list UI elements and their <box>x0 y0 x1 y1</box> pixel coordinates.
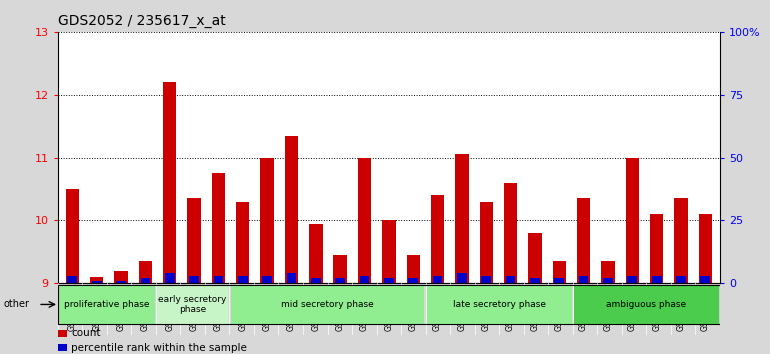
Bar <box>165 273 175 283</box>
Bar <box>625 158 639 283</box>
Bar <box>58 330 68 337</box>
Bar <box>480 201 493 283</box>
Bar <box>59 285 155 324</box>
Bar <box>360 276 370 283</box>
Bar <box>213 276 223 283</box>
Bar <box>675 198 688 283</box>
Bar <box>384 278 393 283</box>
Bar <box>574 285 718 324</box>
Text: percentile rank within the sample: percentile rank within the sample <box>71 343 247 353</box>
Bar <box>311 278 320 283</box>
Bar <box>212 173 225 283</box>
Bar <box>676 276 686 283</box>
Text: count: count <box>71 329 101 338</box>
Bar <box>457 273 467 283</box>
Bar <box>309 223 323 283</box>
Bar <box>157 285 228 324</box>
Bar <box>530 278 540 283</box>
Bar <box>231 285 424 324</box>
Bar <box>285 136 298 283</box>
Bar <box>628 276 637 283</box>
Bar <box>577 198 591 283</box>
Bar <box>433 276 443 283</box>
Bar <box>65 189 79 283</box>
Bar <box>238 276 248 283</box>
Bar <box>333 255 347 283</box>
Bar <box>68 276 77 283</box>
Bar <box>407 255 420 283</box>
Bar <box>90 277 103 283</box>
Bar <box>115 271 128 283</box>
Bar <box>140 278 150 283</box>
Text: late secretory phase: late secretory phase <box>453 300 546 309</box>
Bar <box>408 278 418 283</box>
Bar <box>554 278 564 283</box>
Bar <box>335 278 345 283</box>
Bar <box>163 82 176 283</box>
Bar <box>92 281 102 283</box>
Bar <box>698 214 712 283</box>
Bar <box>139 261 152 283</box>
Bar <box>528 233 541 283</box>
Bar <box>553 261 566 283</box>
Bar <box>236 201 249 283</box>
Text: early secretory
phase: early secretory phase <box>159 295 227 314</box>
Bar <box>504 183 517 283</box>
Bar <box>260 158 274 283</box>
Bar <box>116 281 126 283</box>
Text: proliferative phase: proliferative phase <box>64 300 149 309</box>
Bar <box>455 154 469 283</box>
Text: mid secretory phase: mid secretory phase <box>281 300 374 309</box>
Bar <box>189 276 199 283</box>
Bar <box>506 276 515 283</box>
Text: ambiguous phase: ambiguous phase <box>606 300 686 309</box>
Bar <box>286 273 296 283</box>
Bar <box>603 278 613 283</box>
Bar <box>58 344 68 351</box>
Bar <box>382 220 396 283</box>
Text: GDS2052 / 235617_x_at: GDS2052 / 235617_x_at <box>58 14 226 28</box>
Bar <box>481 276 491 283</box>
Bar <box>431 195 444 283</box>
Bar <box>601 261 614 283</box>
Bar <box>427 285 571 324</box>
Bar <box>263 276 272 283</box>
Bar <box>579 276 588 283</box>
Bar <box>701 276 710 283</box>
Bar <box>650 214 663 283</box>
Bar <box>651 276 661 283</box>
Text: other: other <box>4 299 30 309</box>
Bar <box>187 198 201 283</box>
Bar <box>358 158 371 283</box>
